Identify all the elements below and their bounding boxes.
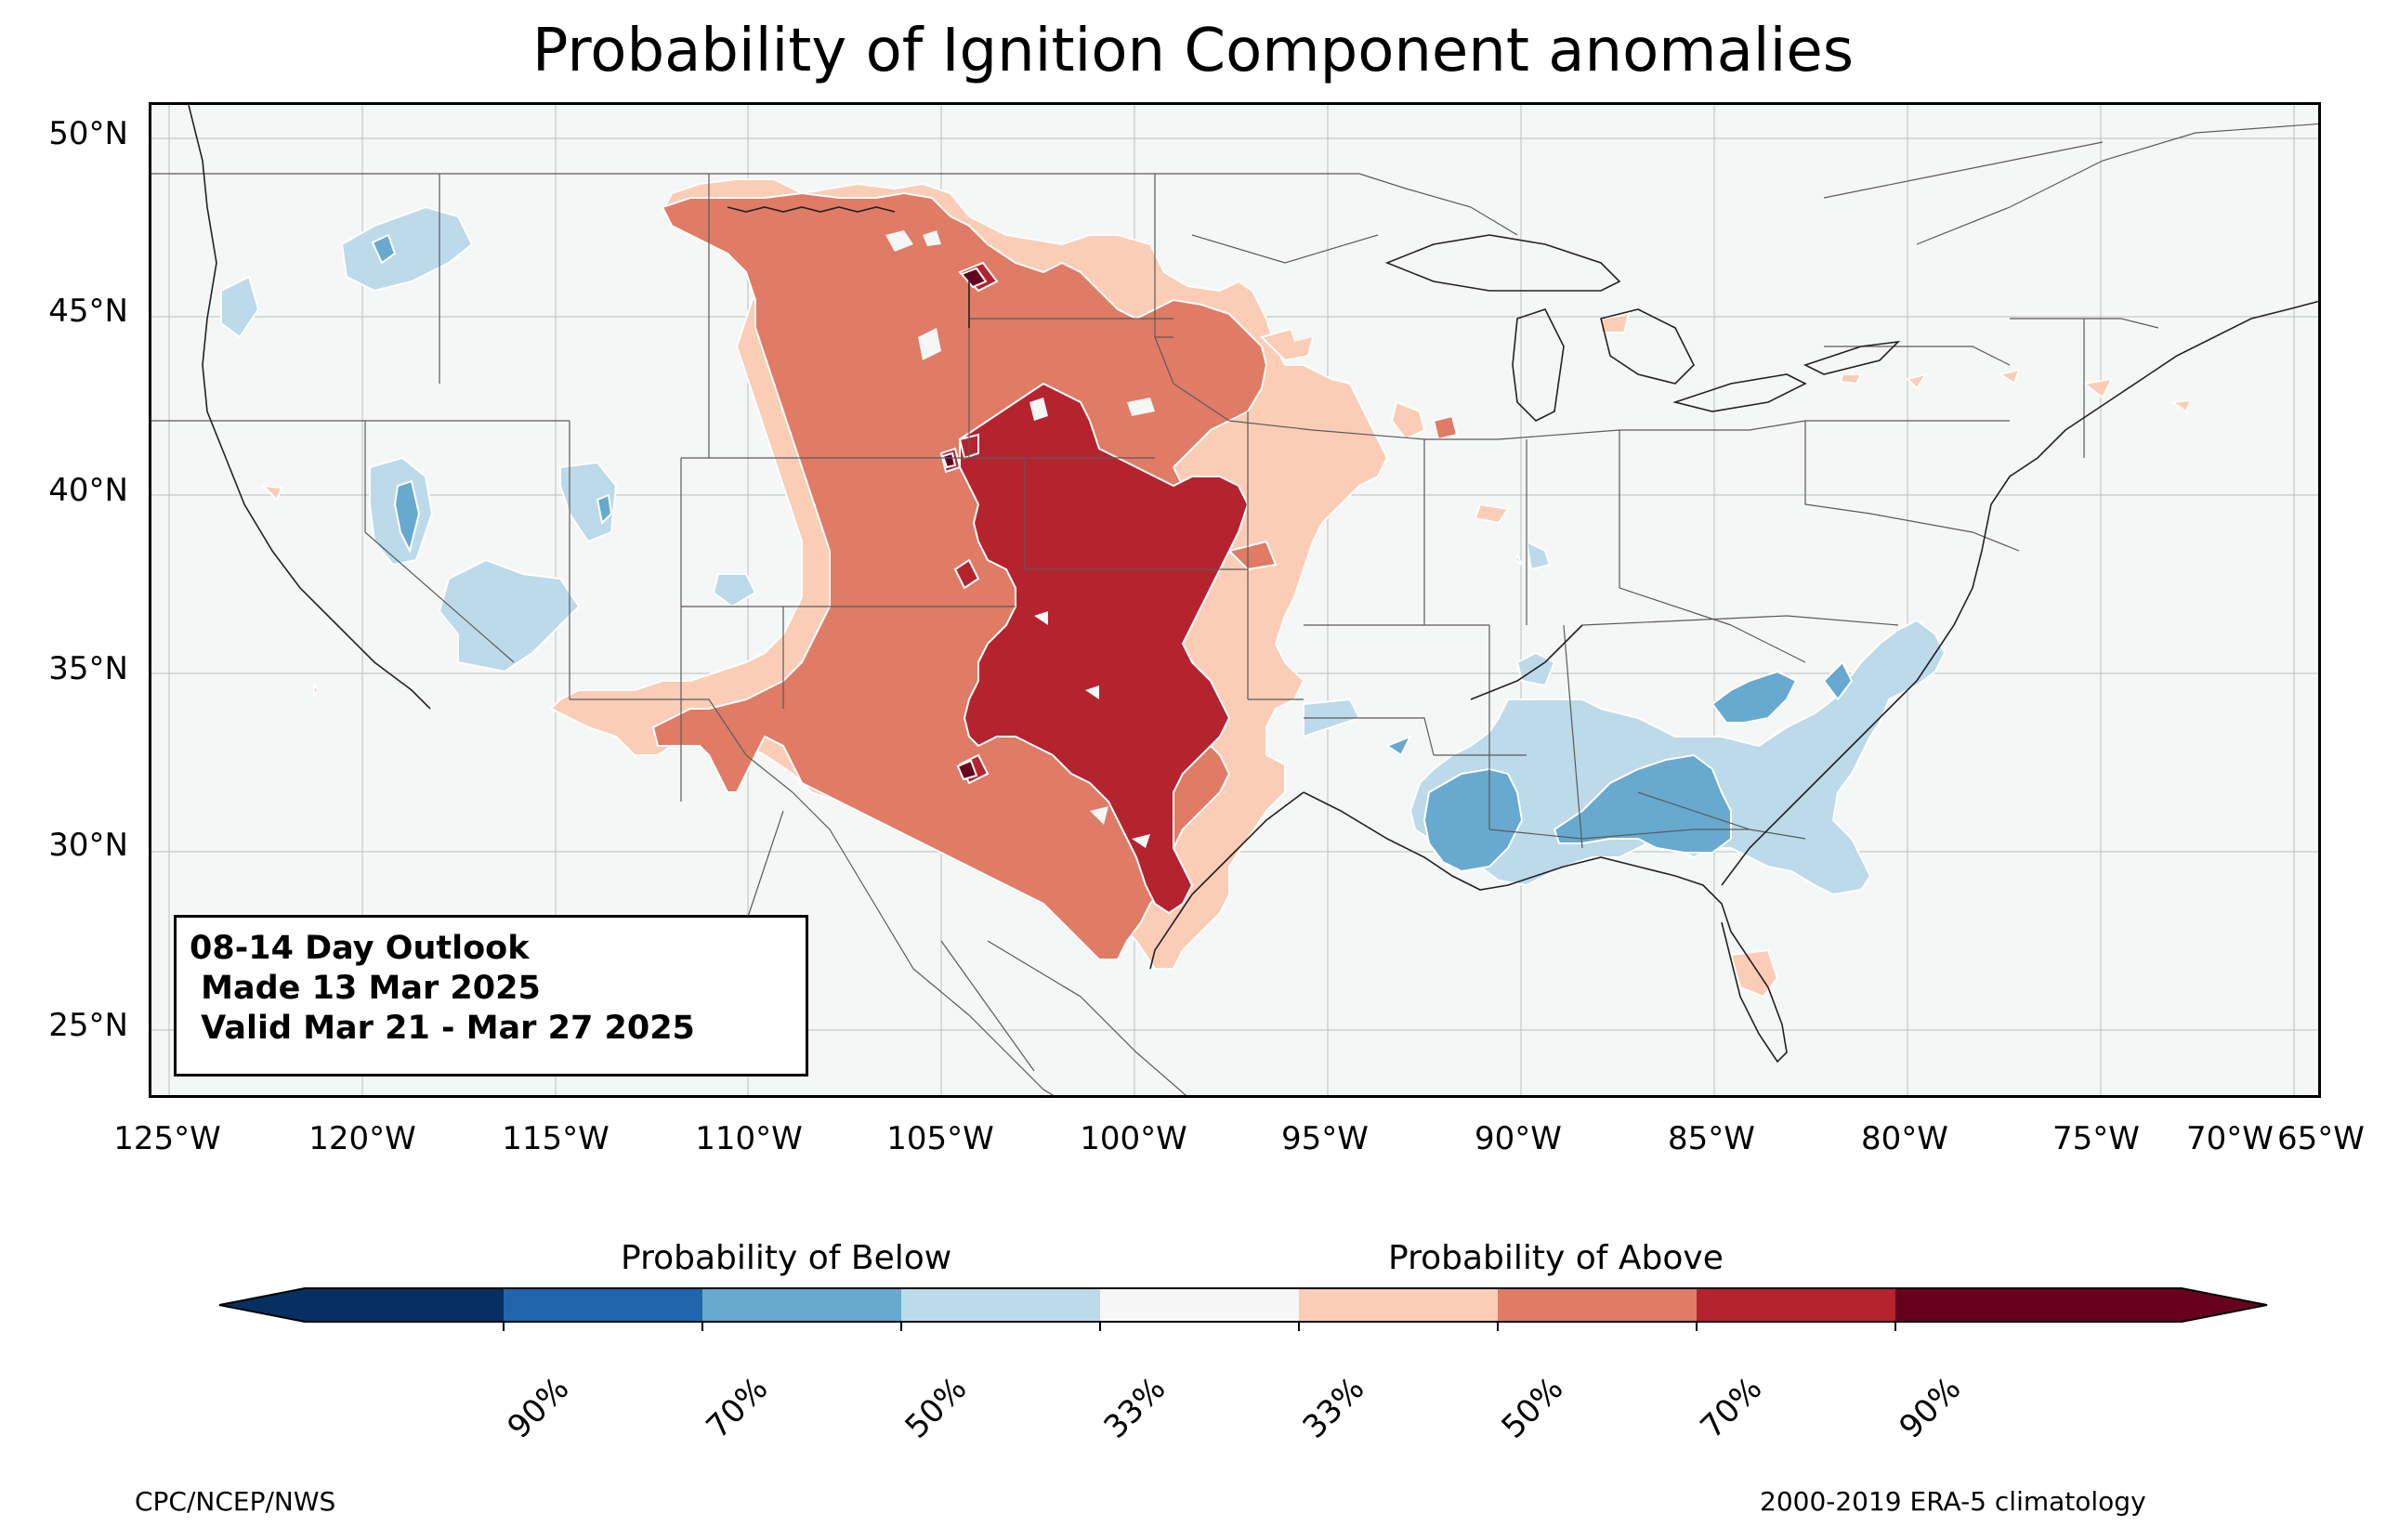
legend-tick-above-33: 33% [1295,1370,1372,1446]
map-canvas [151,105,2318,1095]
legend-tick-below-90: 90% [500,1370,577,1446]
lon-label-120w: 120°W [308,1120,416,1157]
colorbar-cell-3 [901,1288,1100,1322]
colorbar-cell-7 [1697,1288,1895,1322]
lon-label-65w: 65°W [2277,1120,2365,1157]
colorbar-cell-2 [702,1288,901,1322]
colorbar-cell-5 [1299,1288,1498,1322]
lon-label-125w: 125°W [113,1120,221,1157]
colorbar-cell-extend-high [1895,1288,2267,1322]
colorbar-cell-4 [1100,1288,1299,1322]
map-title: Probability of Ignition Component anomal… [531,17,1855,85]
lon-label-75w: 75°W [2052,1120,2140,1157]
lon-label-105w: 105°W [886,1120,994,1157]
legend-tick-above-50: 50% [1494,1370,1571,1446]
lon-label-70w: 70°W [2186,1120,2274,1157]
lat-label-35n: 35°N [48,650,128,687]
outlook-made-date: Made 13 Mar 2025 [190,970,541,1007]
lon-label-100w: 100°W [1080,1120,1187,1157]
colorbar-outline [218,1287,2268,1323]
lon-label-115w: 115°W [502,1120,610,1157]
lon-label-90w: 90°W [1475,1120,1562,1157]
outlook-period: 08-14 Day Outlook [190,930,530,967]
footer-source: CPC/NCEP/NWS [135,1486,336,1517]
lat-label-50n: 50°N [48,115,128,152]
legend-tick-above-70: 70% [1693,1370,1770,1446]
outlook-info-box: 08-14 Day Outlook Made 13 Mar 2025 Valid… [174,915,808,1077]
legend-above-heading: Probability of Above [1388,1239,1724,1277]
neutral-holes [885,230,1396,848]
coastlines [188,105,2318,1064]
lon-label-85w: 85°W [1668,1120,1755,1157]
outlook-valid-range: Valid Mar 21 - Mar 27 2025 [190,1010,695,1047]
colorbar-cell-extend-low [219,1288,504,1322]
lat-label-25n: 25°N [48,1007,128,1044]
legend-tick-below-70: 70% [699,1370,776,1446]
below-50-70-areas [371,233,1854,873]
legend-tick-above-90: 90% [1892,1370,1969,1446]
colorbar [218,1287,2268,1331]
lon-label-110w: 110°W [695,1120,803,1157]
above-90-areas [941,267,988,781]
lon-label-80w: 80°W [1861,1120,1948,1157]
lon-label-95w: 95°W [1281,1120,1369,1157]
colorbar-cell-1 [504,1288,702,1322]
legend-below-heading: Probability of Below [621,1239,952,1277]
boundaries [151,123,2318,1095]
lat-label-30n: 30°N [48,827,128,864]
lat-label-40n: 40°N [48,472,128,509]
legend-tick-below-50: 50% [898,1370,975,1446]
lat-label-45n: 45°N [48,293,128,330]
colorbar-cell-6 [1498,1288,1697,1322]
legend-tick-below-33: 33% [1096,1370,1173,1446]
footer-climatology: 2000-2019 ERA-5 climatology [1760,1486,2146,1517]
